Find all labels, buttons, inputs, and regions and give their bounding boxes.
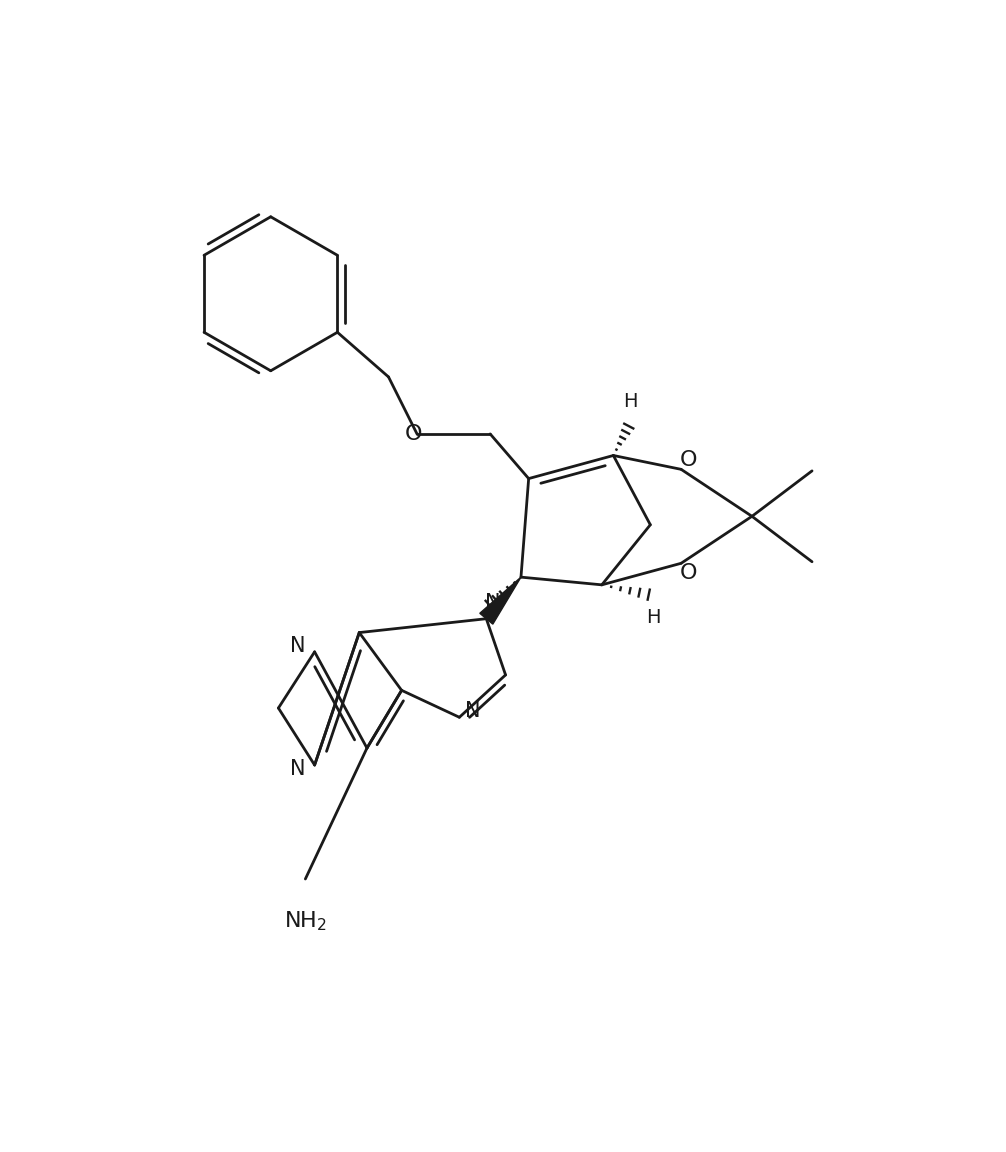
Text: H: H <box>623 392 638 411</box>
Text: NH$_2$: NH$_2$ <box>284 910 327 933</box>
Text: N: N <box>290 759 306 779</box>
Text: H: H <box>646 608 661 627</box>
Text: N: N <box>290 636 306 655</box>
Text: O: O <box>680 562 697 583</box>
Text: N: N <box>485 593 500 613</box>
Text: N: N <box>466 702 481 721</box>
Text: O: O <box>680 450 697 470</box>
Text: O: O <box>404 424 422 444</box>
Polygon shape <box>480 577 521 624</box>
